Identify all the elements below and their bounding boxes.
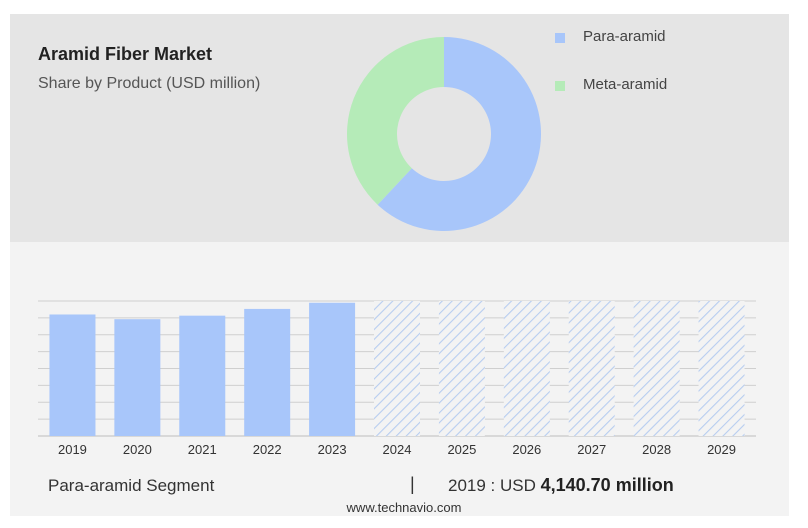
legend-item-meta-aramid: Meta-aramid (555, 76, 715, 96)
segment-value: 2019 : USD 4,140.70 million (448, 475, 674, 496)
x-tick-label: 2028 (642, 442, 671, 457)
x-tick-label: 2021 (188, 442, 217, 457)
donut-slice-meta-aramid (347, 37, 444, 205)
donut-slice-para-aramid (377, 37, 541, 231)
bar-2020 (114, 319, 161, 436)
bar-2022 (244, 308, 291, 436)
x-tick-label: 2025 (447, 442, 476, 457)
forecast-bar-2029 (698, 301, 745, 436)
source-link[interactable]: www.technavio.com (346, 500, 462, 515)
legend-swatch (555, 33, 565, 43)
bar-2023 (309, 302, 356, 436)
chart-title: Aramid Fiber Market (38, 44, 213, 64)
legend-label: Meta-aramid (583, 76, 668, 93)
forecast-bar-2027 (568, 301, 615, 436)
donut-chart (347, 37, 541, 231)
legend-swatch (555, 81, 565, 91)
segment-label: Para-aramid Segment (48, 476, 215, 495)
forecast-bar-2025 (438, 301, 485, 436)
x-tick-label: 2020 (123, 442, 152, 457)
x-tick-label: 2027 (577, 442, 606, 457)
footer-separator: | (410, 474, 415, 494)
bar-2021 (179, 315, 226, 436)
x-tick-label: 2024 (383, 442, 412, 457)
x-tick-label: 2022 (253, 442, 282, 457)
forecast-bar-2028 (633, 301, 680, 436)
x-tick-label: 2019 (58, 442, 87, 457)
legend-label: Para-aramid (583, 28, 666, 45)
x-tick-label: 2023 (318, 442, 347, 457)
x-tick-label: 2026 (512, 442, 541, 457)
bar-2019 (49, 314, 96, 436)
x-tick-label: 2029 (707, 442, 736, 457)
value-amount: 4,140.70 million (540, 475, 674, 495)
chart-subtitle: Share by Product (USD million) (38, 75, 261, 92)
forecast-bar-2026 (503, 301, 550, 436)
value-prefix: 2019 : USD (448, 476, 536, 495)
forecast-bar-2024 (374, 301, 420, 436)
bar-chart: 2019 2020 2021 2022 2023 2024 2025 2026 2027 2028… (38, 300, 756, 457)
legend-item-para-aramid: Para-aramid (555, 28, 715, 48)
